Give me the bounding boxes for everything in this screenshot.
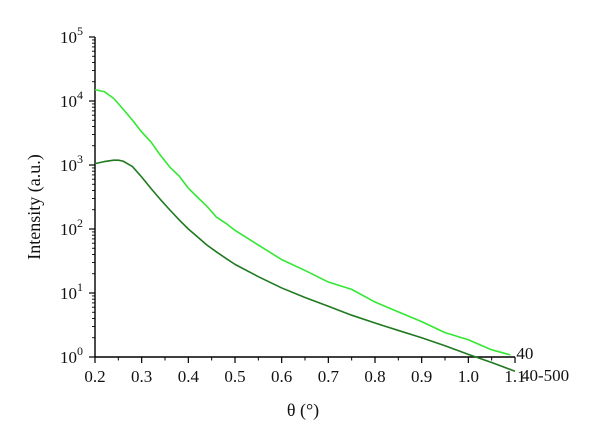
x-tick-label: 1.1 — [504, 367, 525, 386]
y-tick-label: 104 — [60, 88, 83, 111]
y-axis-title: Intensity (a.u.) — [24, 154, 45, 259]
y-tick-label: 100 — [60, 344, 83, 367]
y-tick-label: 103 — [60, 152, 83, 175]
x-tick-label: 0.5 — [224, 367, 245, 386]
x-tick-label: 0.6 — [271, 367, 292, 386]
y-tick-label: 105 — [60, 24, 83, 47]
x-tick-label: 1.0 — [458, 367, 479, 386]
series-label-40-500: 40-500 — [521, 366, 569, 385]
x-tick-label: 0.9 — [411, 367, 432, 386]
series-labels: 40 40-500 — [516, 344, 569, 385]
y-tick-label: 102 — [60, 216, 83, 239]
series-line-40-500 — [94, 159, 516, 372]
series-line-40 — [94, 88, 511, 356]
x-axis-ticks: 0.2 0.3 0.4 0.5 0.6 0.7 0.8 0.9 1.0 1.1 — [84, 357, 526, 386]
x-tick-label: 0.7 — [318, 367, 340, 386]
x-tick-label: 0.3 — [131, 367, 152, 386]
x-tick-label: 0.2 — [84, 367, 105, 386]
y-tick-label: 101 — [60, 280, 83, 303]
x-axis-title: θ (°) — [287, 400, 319, 421]
y-axis-ticks: 100 101 102 103 104 105 — [60, 24, 95, 367]
x-tick-label: 0.4 — [178, 367, 200, 386]
x-tick-label: 0.8 — [364, 367, 385, 386]
series-label-40: 40 — [516, 344, 533, 363]
series-lines — [94, 88, 516, 372]
